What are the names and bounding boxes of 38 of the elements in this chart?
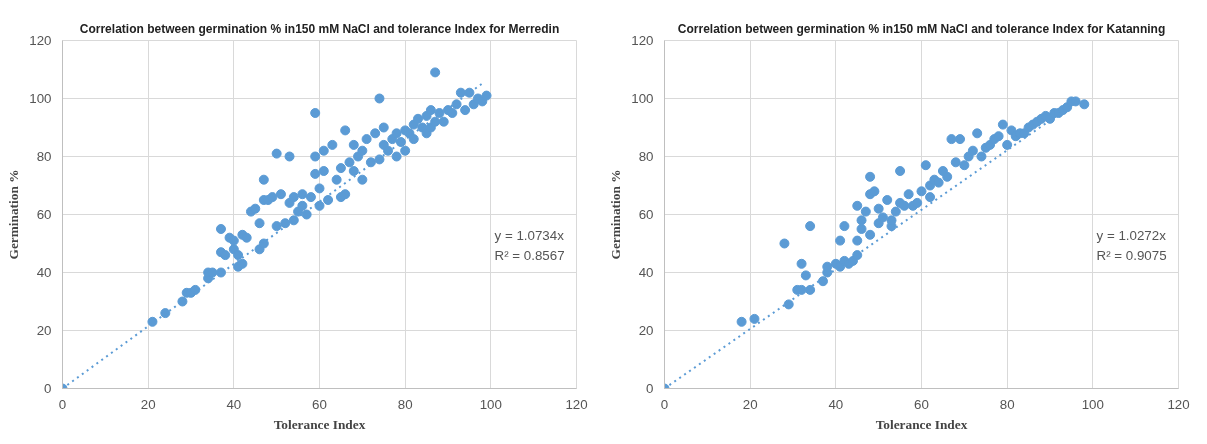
y-tick-label: 20	[36, 323, 52, 338]
x-tick-label: 0	[58, 396, 67, 412]
x-tick-label: 120	[565, 396, 588, 412]
x-tick-label: 100	[1081, 396, 1104, 412]
x-tick-label: 0	[660, 396, 669, 412]
y-tick-label: 100	[29, 91, 52, 106]
x-tick-label: 20	[742, 396, 758, 412]
x-axis-title: Tolerance Index	[273, 416, 366, 432]
annotation: R² = 0.8567	[494, 247, 565, 263]
x-tick-label: 60	[312, 396, 327, 412]
y-tick-label: 60	[36, 207, 52, 222]
x-axis-title: Tolerance Index	[875, 416, 968, 432]
y-tick-label: 120	[29, 33, 52, 48]
y-tick-label: 0	[646, 381, 654, 396]
x-tick-label: 80	[999, 396, 1015, 412]
x-tick-label: 40	[226, 396, 242, 412]
y-tick-label: 80	[638, 149, 654, 164]
y-tick-label: 60	[638, 207, 654, 222]
x-tick-label: 100	[479, 396, 502, 412]
chart-title: Correlation between germination % in150 mM NaCl and tolerance Index for Merredin	[79, 21, 560, 36]
y-tick-label: 40	[638, 265, 654, 280]
annotation: R² = 0.9075	[1096, 247, 1167, 263]
x-tick-label: 120	[1167, 396, 1190, 412]
chart-title: Correlation between germination % in150 mM NaCl and tolerance Index for Katanning	[677, 21, 1166, 36]
x-tick-label: 40	[828, 396, 844, 412]
y-tick-label: 80	[36, 149, 52, 164]
x-tick-label: 20	[140, 396, 156, 412]
y-tick-label: 0	[44, 381, 52, 396]
annotation: y = 1.0734x	[494, 227, 565, 243]
y-tick-label: 100	[631, 91, 654, 106]
y-tick-label: 40	[36, 265, 52, 280]
x-tick-label: 80	[397, 396, 413, 412]
annotation: y = 1.0272x	[1096, 227, 1167, 243]
y-tick-label: 20	[638, 323, 654, 338]
y-tick-label: 120	[631, 33, 654, 48]
x-tick-label: 60	[914, 396, 929, 412]
y-axis-title: Germination %	[6, 169, 22, 260]
y-axis-title: Germination %	[608, 169, 624, 260]
